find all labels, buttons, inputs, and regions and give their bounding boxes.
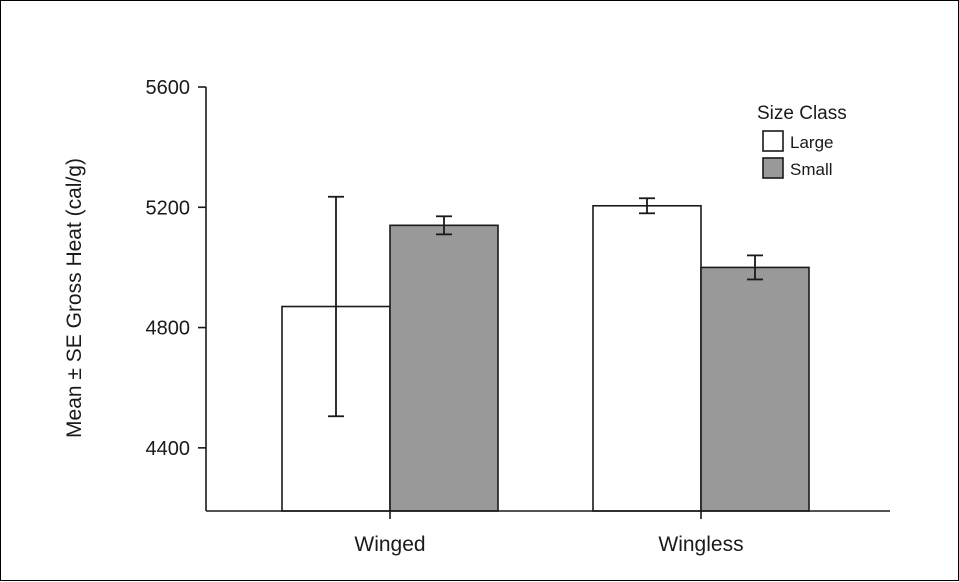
legend-swatch-small (762, 157, 784, 179)
bar-winged-small (389, 224, 499, 512)
x-tick-label: Wingless (658, 533, 743, 556)
error-bars-layer (328, 195, 763, 418)
y-tick-label: 4400 (146, 438, 191, 460)
x-tick-label: Winged (354, 533, 425, 556)
error-bar-winged-large (328, 195, 344, 418)
legend-title: Size Class (757, 103, 847, 124)
bars-layer (281, 204, 810, 512)
legend-label-small: Small (790, 160, 833, 179)
legend-items: Large Small (762, 130, 833, 179)
y-axis-label: Mean ± SE Gross Heat (cal/g) (63, 158, 86, 438)
legend: Size Class Large Small (757, 103, 847, 179)
legend-label-large: Large (790, 133, 833, 152)
y-tick-label: 5600 (146, 77, 191, 99)
error-bar-wingless-small (747, 254, 763, 281)
bar-wingless-small (700, 266, 810, 512)
error-bar-winged-small (436, 215, 452, 236)
y-tick-label: 4800 (146, 318, 191, 340)
y-ticks-layer: 5600 5200 4800 4400 (146, 77, 206, 460)
y-tick-label: 5200 (146, 197, 191, 219)
legend-swatch-large (762, 130, 784, 152)
error-bar-wingless-large (639, 197, 655, 215)
x-ticks-layer: Winged Wingless (354, 511, 744, 556)
bar-wingless-large (592, 204, 702, 512)
